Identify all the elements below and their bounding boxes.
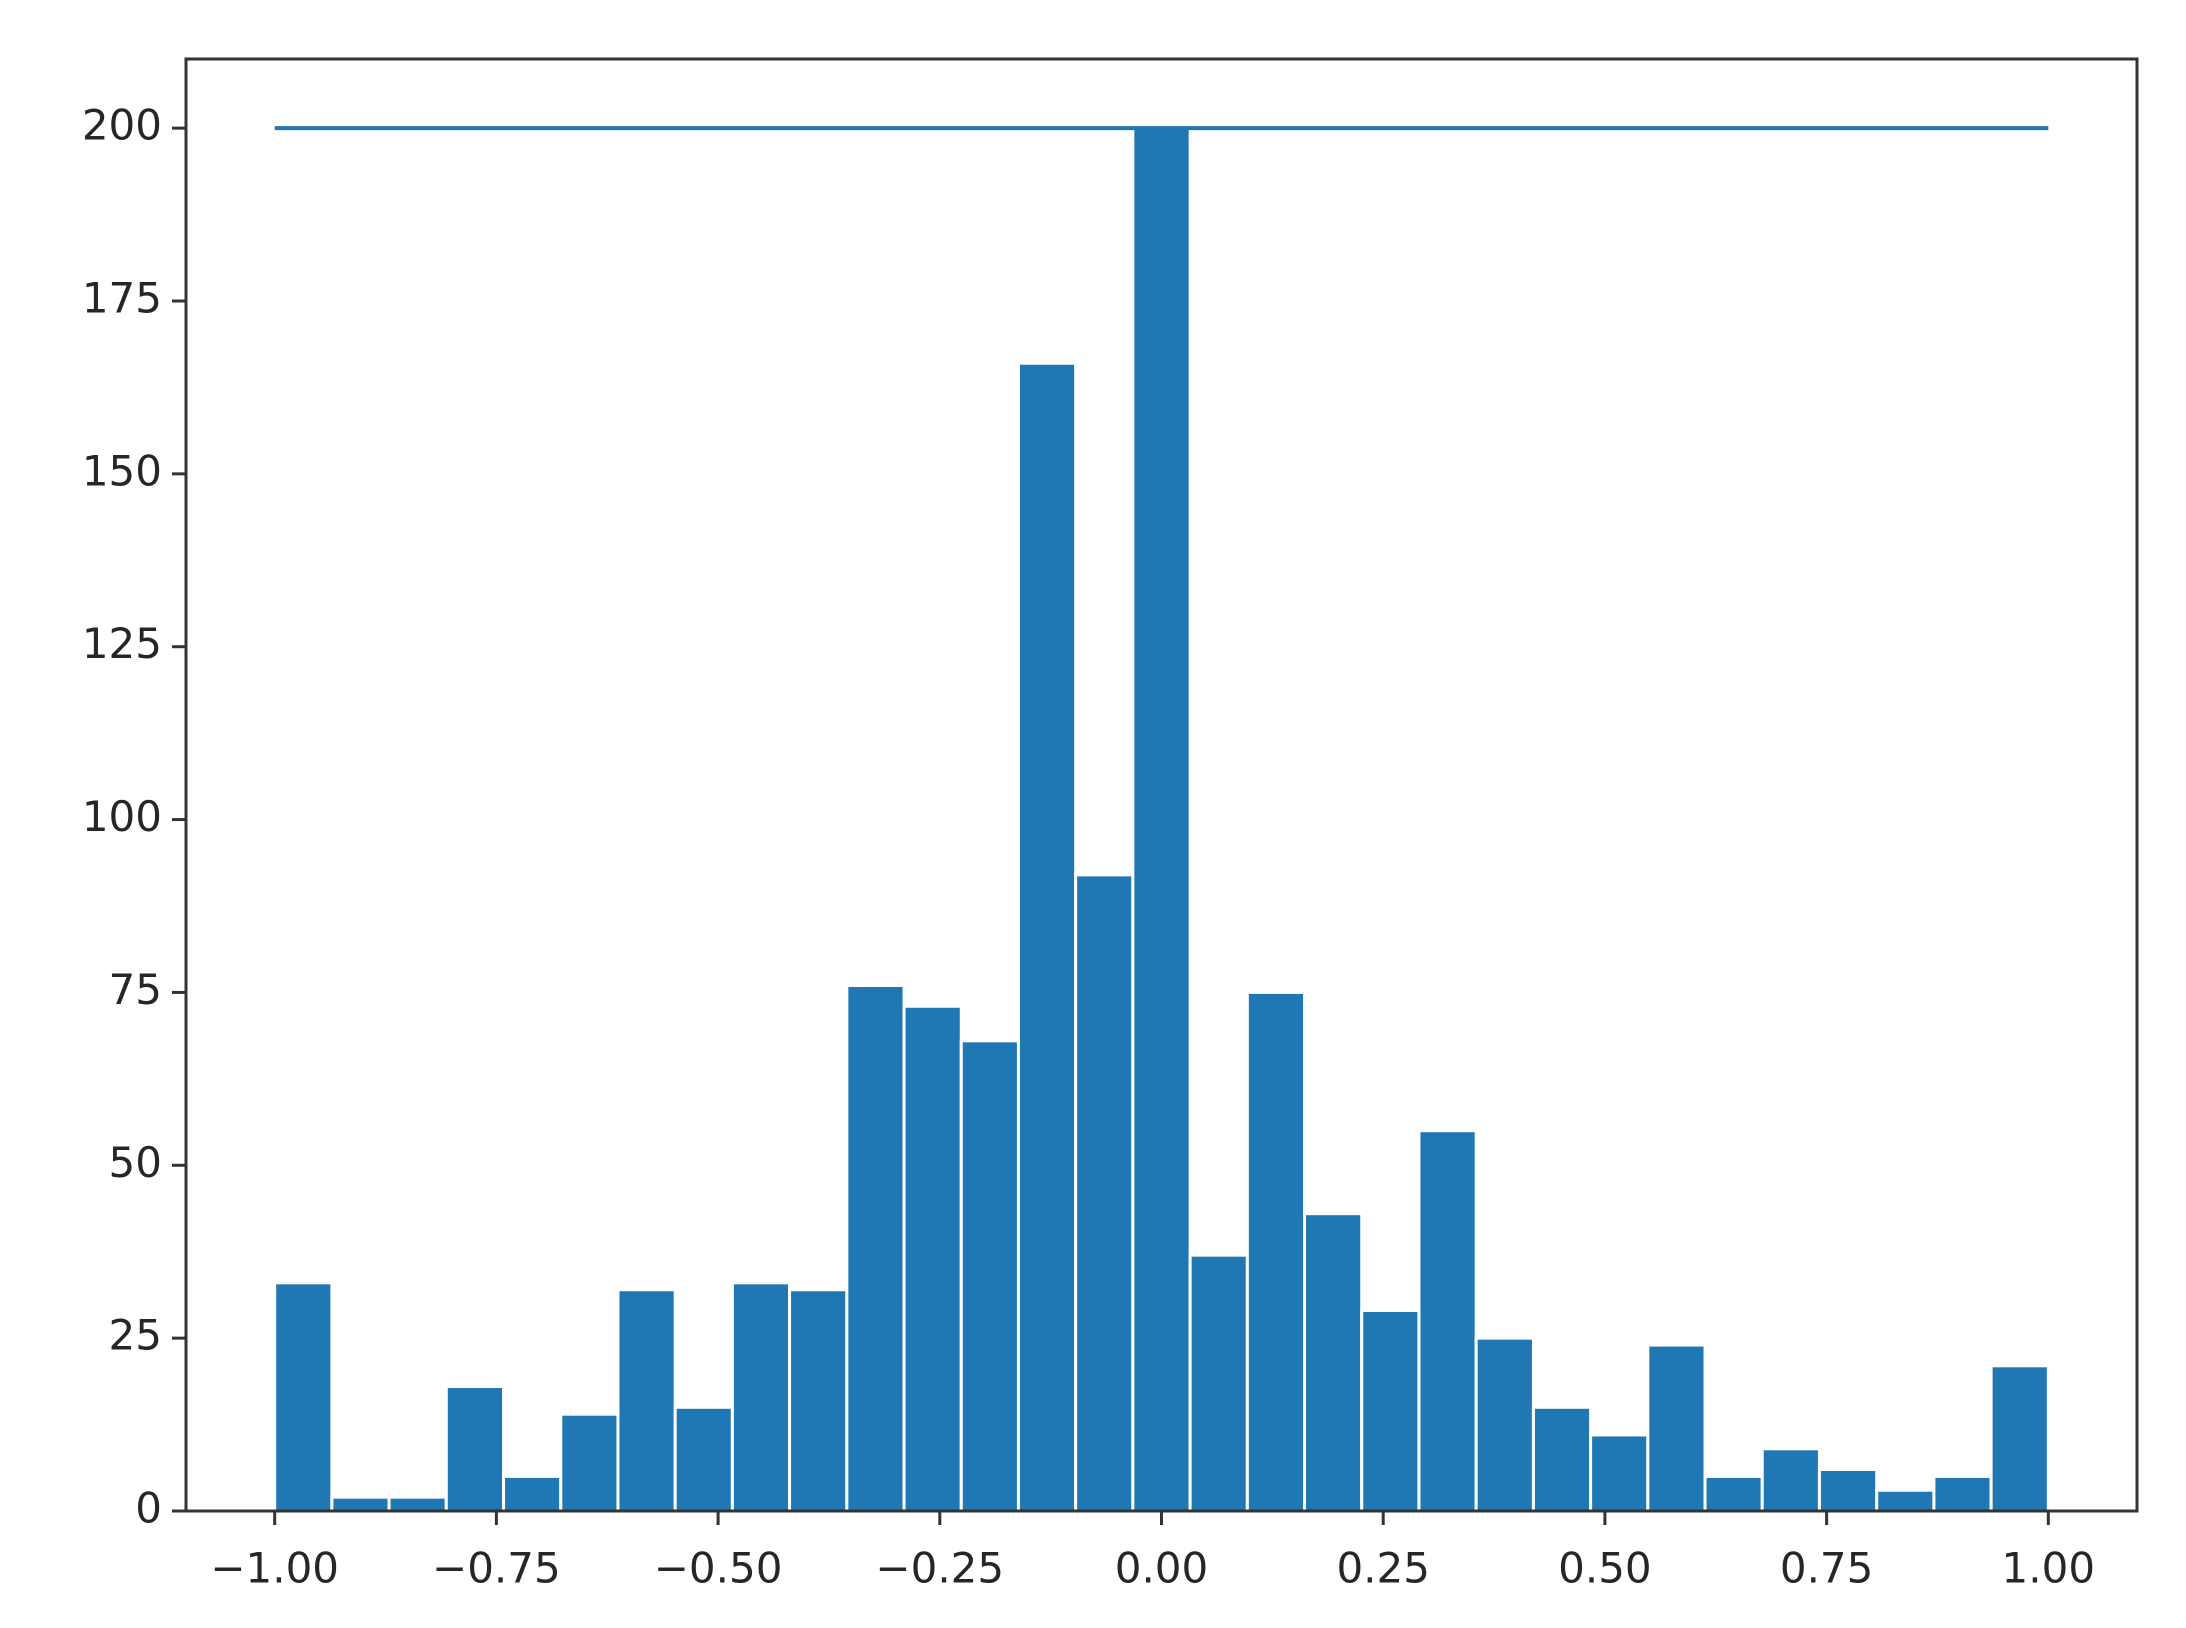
- bar: [1875, 1488, 1936, 1513]
- y-tick-label: 50: [109, 1138, 162, 1187]
- bar: [1932, 1474, 1993, 1513]
- bar: [1188, 1253, 1249, 1513]
- bar: [902, 1004, 963, 1513]
- x-tick-label: −0.75: [432, 1544, 561, 1593]
- bar: [959, 1039, 1020, 1513]
- bar: [673, 1405, 734, 1513]
- bar: [502, 1474, 563, 1513]
- x-tick-label: 0.25: [1336, 1544, 1430, 1593]
- bar: [1360, 1308, 1421, 1513]
- bar: [1589, 1433, 1650, 1513]
- bar: [1474, 1336, 1535, 1513]
- bar: [1074, 873, 1135, 1513]
- bar: [730, 1281, 792, 1513]
- x-tick-label: 1.00: [2002, 1544, 2096, 1593]
- y-tick-label: 75: [109, 965, 162, 1014]
- bar: [788, 1288, 849, 1513]
- y-tick-label: 150: [82, 446, 162, 495]
- y-tick-label: 0: [135, 1484, 162, 1533]
- bar: [1989, 1364, 2050, 1513]
- bar: [1245, 990, 1307, 1513]
- x-tick-label: 0.00: [1115, 1544, 1209, 1593]
- bar: [387, 1495, 448, 1513]
- bar: [616, 1288, 677, 1513]
- y-tick-label: 125: [82, 619, 162, 668]
- bar: [1760, 1447, 1821, 1513]
- bar: [1016, 361, 1078, 1513]
- bar: [1703, 1474, 1764, 1513]
- bar: [1817, 1468, 1879, 1513]
- bar: [1131, 126, 1192, 1513]
- y-tick-label: 25: [109, 1311, 162, 1360]
- y-tick-label: 100: [82, 792, 162, 841]
- y-tick-label: 175: [82, 274, 162, 323]
- bar: [1303, 1212, 1364, 1513]
- x-tick-label: −1.00: [210, 1544, 339, 1593]
- x-tick-label: −0.25: [875, 1544, 1004, 1593]
- bar: [273, 1281, 334, 1513]
- bar: [1531, 1405, 1593, 1513]
- bar: [1417, 1129, 1478, 1513]
- x-tick-label: −0.50: [654, 1544, 783, 1593]
- bar: [559, 1412, 620, 1513]
- x-tick-label: 0.50: [1558, 1544, 1652, 1593]
- bar: [845, 984, 906, 1513]
- bar: [1646, 1343, 1707, 1513]
- y-tick-label: 200: [82, 101, 162, 150]
- x-tick-label: 0.75: [1780, 1544, 1874, 1593]
- bar: [330, 1495, 391, 1513]
- bar: [444, 1385, 506, 1513]
